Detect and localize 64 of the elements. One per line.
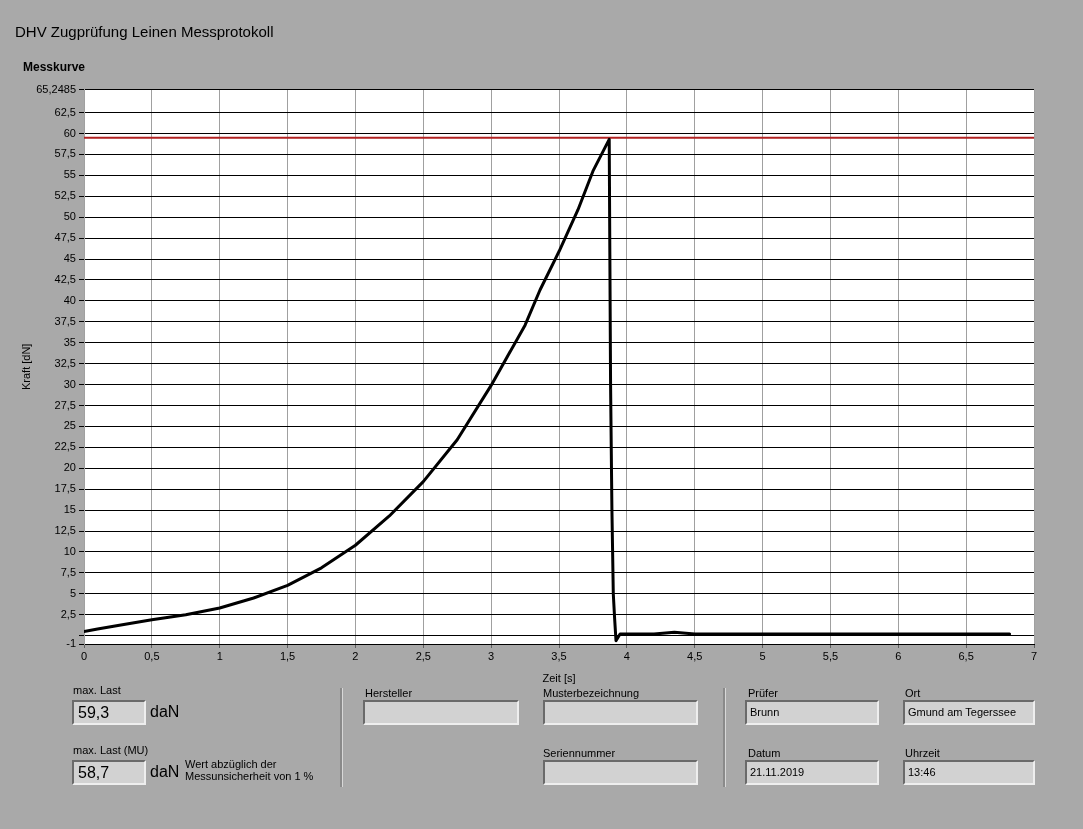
y-tick-label: 12,5: [54, 524, 76, 537]
y-tick-label: 15: [63, 503, 76, 516]
text: Seriennummer: [543, 747, 616, 759]
y-tick-label: 52,5: [54, 189, 76, 202]
y-axis-title: Kraft [dN]: [19, 343, 32, 391]
y-tick-label: 45: [63, 252, 76, 265]
text: Prüfer: [748, 687, 778, 699]
x-tick-label: 0: [80, 649, 88, 662]
x-tick-label: 4,5: [687, 649, 703, 662]
x-tick-label: 1: [216, 649, 223, 662]
x-tick-label: 6,5: [958, 649, 974, 662]
x-tick-label: 3: [488, 649, 495, 662]
text-field: 58,7: [72, 760, 146, 785]
x-axis-title: Zeit [s]: [542, 672, 576, 685]
y-tick-label: 30: [63, 377, 76, 390]
text: daN: [150, 763, 180, 781]
x-tick-label: 2: [352, 649, 359, 662]
y-tick-label: 20: [63, 461, 76, 474]
text-field: 13:46: [903, 760, 1035, 785]
x-tick-label: 5: [759, 649, 766, 662]
text: Uhrzeit: [905, 747, 940, 759]
text: daN: [150, 703, 180, 721]
x-tick-label: 6: [895, 649, 902, 662]
y-tick-label: 40: [63, 293, 76, 306]
text-field: 59,3: [72, 700, 146, 725]
x-tick-label: 4: [623, 649, 630, 662]
text-field: Brunn: [745, 700, 879, 725]
x-tick-label: 7: [1030, 649, 1038, 662]
chart-subtitle: Messkurve: [23, 60, 86, 74]
text-field: Gmund am Tegerssee: [903, 700, 1035, 725]
y-tick-label: 7,5: [60, 565, 76, 578]
chart-title: DHV Zugprüfung Leinen Messprotokoll: [15, 23, 274, 40]
y-tick-label: 65,2485: [36, 82, 76, 95]
text: Ort: [905, 687, 921, 699]
y-tick-label: 47,5: [54, 231, 76, 244]
y-tick-label: 57,5: [54, 147, 76, 160]
y-tick-label: 60: [63, 126, 76, 139]
x-tick-label: 3,5: [551, 649, 567, 662]
y-tick-label: 35: [63, 335, 76, 348]
y-tick-label: 2,5: [60, 607, 76, 620]
text: Wert abzüglich der Messunsicherheit von 1 %: [185, 758, 315, 782]
y-tick-label: 17,5: [54, 482, 76, 495]
y-tick-label: 10: [63, 544, 76, 557]
y-tick-label: 5: [69, 586, 76, 599]
text: Musterbezeichnung: [543, 687, 640, 699]
x-tick-label: 1,5: [279, 649, 296, 662]
text-field: 21.11.2019: [745, 760, 879, 785]
text: max. Last: [73, 684, 121, 696]
text: max. Last (MU): [73, 744, 149, 756]
y-tick-label: 50: [63, 210, 76, 223]
y-tick-label: 62,5: [54, 105, 76, 118]
y-tick-label: -1: [66, 637, 76, 650]
y-tick-label: 27,5: [54, 398, 76, 411]
x-tick-label: 5,5: [822, 649, 839, 662]
y-tick-label: 55: [63, 168, 76, 181]
y-tick-label: 32,5: [54, 356, 76, 369]
text: Datum: [748, 747, 781, 759]
text: Hersteller: [365, 687, 413, 699]
x-tick-label: 2,5: [415, 649, 431, 662]
y-tick-label: 25: [63, 419, 76, 432]
y-tick-label: 37,5: [54, 314, 76, 327]
y-tick-label: 22,5: [54, 440, 76, 453]
y-tick-label: 42,5: [54, 273, 76, 285]
x-tick-label: 0,5: [144, 649, 160, 662]
